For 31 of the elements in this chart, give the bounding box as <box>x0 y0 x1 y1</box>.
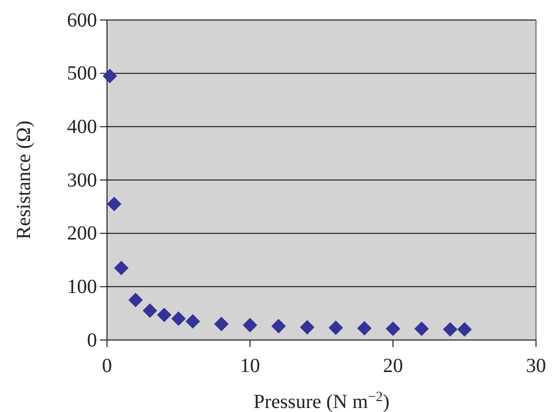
point <box>186 314 200 329</box>
y-tick-label: 300 <box>67 169 97 192</box>
point <box>457 322 472 337</box>
point <box>128 292 143 308</box>
point <box>242 318 258 332</box>
point <box>171 311 186 326</box>
x-tick-label: 30 <box>526 355 546 377</box>
y-tick-label: 400 <box>67 116 97 138</box>
x-tick-label: 0 <box>102 355 112 377</box>
point <box>106 196 122 212</box>
point <box>442 322 458 337</box>
y-tick-label: 200 <box>67 222 97 245</box>
point <box>328 320 344 335</box>
point <box>214 316 229 332</box>
point <box>386 322 400 336</box>
point <box>114 260 129 276</box>
point <box>357 321 372 336</box>
y-tick-label: 500 <box>67 62 97 85</box>
point <box>142 303 158 318</box>
point <box>414 322 429 336</box>
x-axis-title: Pressure (N m$^{−2}$) <box>253 390 390 412</box>
x-tick-label: 20 <box>383 355 403 377</box>
y-axis-title: Resistance (Ω) <box>13 120 35 240</box>
point <box>300 320 314 334</box>
y-tick-label: 100 <box>67 276 97 298</box>
point <box>271 318 286 334</box>
point <box>102 68 118 84</box>
point <box>156 308 172 322</box>
y-tick-label: 600 <box>67 9 97 32</box>
y-tick-label: 0 <box>87 329 97 352</box>
x-tick-label: 10 <box>240 355 260 377</box>
